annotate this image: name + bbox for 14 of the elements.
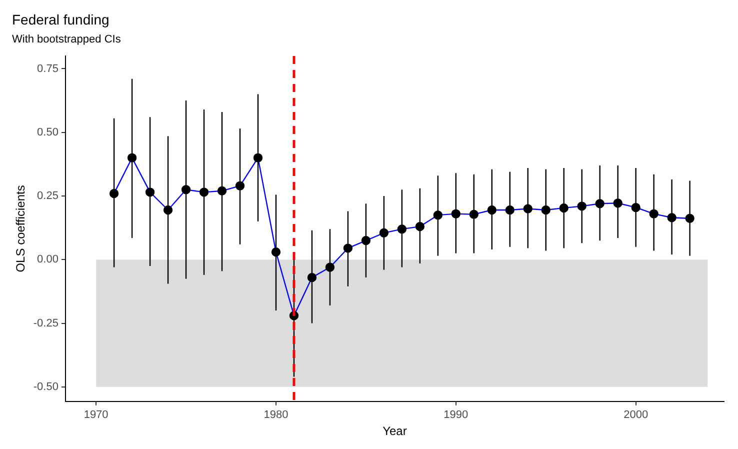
x-tick-label: 1990	[444, 409, 468, 422]
chart-title: Federal funding	[12, 11, 110, 28]
y-tick-label: -0.50	[33, 380, 58, 393]
y-tick-label: 0.75	[37, 62, 58, 75]
chart-subtitle: With bootstrapped CIs	[12, 33, 122, 46]
y-tick-label: 0.25	[37, 190, 58, 202]
y-tick-label: 0.50	[37, 126, 58, 138]
y-tick-label: -0.25	[33, 317, 58, 330]
x-axis-title: Year	[382, 424, 407, 438]
y-axis-title: OLS coefficients	[14, 185, 28, 272]
x-tick-label: 1980	[264, 409, 288, 422]
x-tick-label: 1970	[84, 409, 108, 422]
y-tick-label: 0.00	[37, 254, 58, 266]
x-tick-label: 2000	[624, 409, 648, 422]
